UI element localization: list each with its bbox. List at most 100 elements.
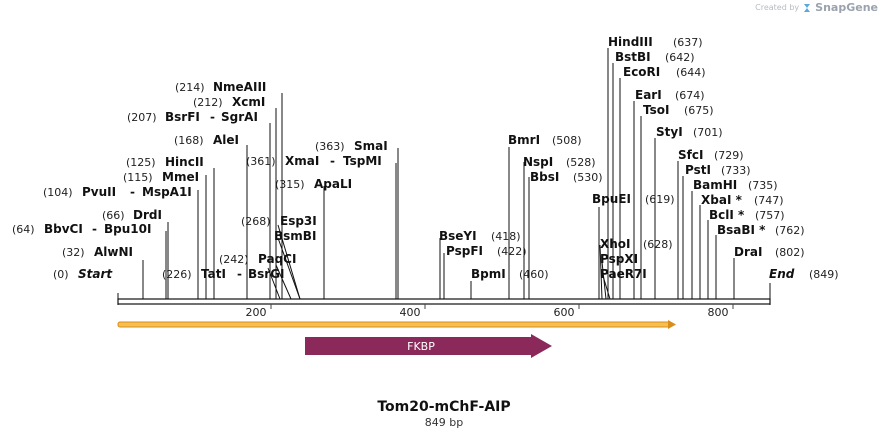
enzyme-position: (212) — [193, 96, 223, 109]
enzyme-tati[interactable]: (226) TatI - BsrGI — [162, 267, 285, 281]
ruler — [270, 304, 734, 309]
credit-badge: Created by SnapGene — [755, 1, 878, 14]
enzyme-name[interactable]: PaqCI — [258, 252, 296, 266]
enzyme-name-alt[interactable]: SgrAI — [221, 110, 258, 124]
enzyme-name[interactable]: HindIII — [608, 35, 653, 49]
enzyme-hincii[interactable]: (125) HincII — [126, 155, 204, 169]
enzyme-name[interactable]: DraI — [734, 245, 762, 259]
enzyme-pvuii[interactable]: (104) PvuII - MspA1I — [43, 185, 192, 199]
enzyme-name[interactable]: BpmI — [471, 267, 506, 281]
enzyme-bseyi[interactable]: BseYI (418) — [439, 229, 521, 243]
enzyme-mmei[interactable]: (115) MmeI — [123, 170, 199, 184]
enzyme-bstbi[interactable]: BstBI (642) — [615, 50, 695, 64]
enzyme-bcli[interactable]: BclI * (757) — [709, 208, 785, 222]
enzyme-apali[interactable]: (315) ApaLI — [275, 177, 352, 191]
enzyme-ecori[interactable]: EcoRI (644) — [623, 65, 706, 79]
enzyme-name-alt[interactable]: TspMI — [343, 154, 382, 168]
enzyme-name[interactable]: XmaI — [285, 154, 319, 168]
enzyme-bmri[interactable]: BmrI (508) — [508, 133, 582, 147]
enzyme-name[interactable]: XhoI — [600, 237, 631, 251]
enzyme-bsabi[interactable]: BsaBI * (762) — [717, 223, 805, 237]
enzyme-alei[interactable]: (168) AleI — [174, 133, 239, 147]
enzyme-bpuei[interactable]: BpuEI (619) — [592, 192, 675, 206]
enzyme-name[interactable]: BbsI — [530, 170, 559, 184]
enzyme-nspi[interactable]: NspI (528) — [523, 155, 596, 169]
enzyme-xcmi[interactable]: (212) XcmI — [193, 95, 265, 109]
enzyme-name[interactable]: HincII — [165, 155, 204, 169]
enzyme-eari[interactable]: EarI (674) — [635, 88, 705, 102]
enzyme-name-alt[interactable]: PspXI — [600, 252, 638, 266]
enzyme-name[interactable]: TatI — [201, 267, 226, 281]
enzyme-styi[interactable]: StyI (701) — [656, 125, 723, 139]
enzyme-xbai[interactable]: XbaI * (747) — [701, 193, 784, 207]
enzyme-name[interactable]: TsoI — [643, 103, 669, 117]
enzyme-nmeaiii[interactable]: (214) NmeAIII — [175, 80, 266, 94]
enzyme-esp3i[interactable]: (268) Esp3I BsmBI — [241, 214, 317, 243]
enzyme-name[interactable]: BsaBI * — [717, 223, 766, 237]
enzyme-name-alt[interactable]: PaeR7I — [600, 267, 647, 281]
feature-fkbp[interactable]: FKBP — [305, 334, 552, 358]
enzyme-bbsi[interactable]: BbsI (530) — [530, 170, 603, 184]
enzyme-name[interactable]: NmeAIII — [213, 80, 266, 94]
enzyme-name[interactable]: BseYI — [439, 229, 477, 243]
enzyme-xhoi[interactable]: XhoI (628) PspXI PaeR7I — [600, 237, 673, 281]
enzyme-name[interactable]: BmrI — [508, 133, 540, 147]
enzyme-name[interactable]: BpuEI — [592, 192, 631, 206]
enzyme-name[interactable]: BclI * — [709, 208, 745, 222]
enzyme-name[interactable]: MmeI — [162, 170, 199, 184]
enzyme-name-alt[interactable]: MspA1I — [142, 185, 192, 199]
enzyme-drai[interactable]: DraI (802) — [734, 245, 805, 259]
enzyme-name[interactable]: XcmI — [232, 95, 265, 109]
feature-arrow[interactable] — [305, 334, 552, 358]
enzyme-name[interactable]: StyI — [656, 125, 683, 139]
start-label: Start — [78, 267, 113, 281]
enzyme-name-alt[interactable]: Bpu10I — [104, 222, 151, 236]
enzyme-name[interactable]: AleI — [213, 133, 239, 147]
enzyme-name[interactable]: PspFI — [446, 244, 483, 258]
enzyme-xmai[interactable]: (361) XmaI - TspMI — [246, 154, 382, 168]
enzyme-name[interactable]: ApaLI — [314, 177, 352, 191]
enzyme-name[interactable]: BbvCI — [44, 222, 83, 236]
enzyme-tsoi[interactable]: TsoI (675) — [643, 103, 714, 117]
enzyme-name[interactable]: BamHI — [693, 178, 737, 192]
enzyme-paqci[interactable]: (242) PaqCI — [219, 252, 296, 266]
enzyme-name[interactable]: SfcI — [678, 148, 703, 162]
enzyme-name[interactable]: AlwNI — [94, 245, 133, 259]
enzyme-position: (762) — [775, 224, 805, 237]
enzyme-name[interactable]: EcoRI — [623, 65, 660, 79]
enzyme-position: (757) — [755, 209, 785, 222]
enzyme-separator: - — [210, 110, 215, 124]
enzyme-bpmi[interactable]: BpmI (460) — [471, 267, 549, 281]
ruler-tick-label: 200 — [246, 306, 267, 319]
enzyme-position: (735) — [748, 179, 778, 192]
enzyme-sfci[interactable]: SfcI (729) — [678, 148, 744, 162]
enzyme-name[interactable]: SmaI — [354, 139, 388, 153]
credit-brand: SnapGene — [815, 1, 878, 14]
enzyme-smai[interactable]: (363) SmaI — [315, 139, 388, 153]
enzyme-separator: - — [330, 154, 335, 168]
enzyme-name[interactable]: PvuII — [82, 185, 116, 199]
enzyme-name[interactable]: Esp3I — [280, 214, 317, 228]
enzyme-bbvci[interactable]: (64) BbvCI - Bpu10I — [12, 222, 151, 236]
enzyme-position: (729) — [714, 149, 744, 162]
enzyme-alwni[interactable]: (32) AlwNI — [62, 245, 133, 259]
enzyme-name[interactable]: DrdI — [133, 208, 162, 222]
enzyme-name[interactable]: NspI — [523, 155, 553, 169]
enzyme-name[interactable]: BstBI — [615, 50, 651, 64]
enzyme-bamhi[interactable]: BamHI (735) — [693, 178, 778, 192]
enzyme-position: (642) — [665, 51, 695, 64]
enzyme-position: (66) — [102, 209, 125, 222]
enzyme-pspfi[interactable]: PspFI (422) — [446, 244, 527, 258]
enzyme-name[interactable]: XbaI * — [701, 193, 743, 207]
enzyme-position: (64) — [12, 223, 35, 236]
enzyme-name[interactable]: BsrFI — [165, 110, 200, 124]
enzyme-name-alt[interactable]: BsmBI — [274, 229, 316, 243]
enzyme-psti[interactable]: PstI (733) — [685, 163, 751, 177]
enzyme-hindiii[interactable]: HindIII (637) — [608, 35, 703, 49]
enzyme-position: (214) — [175, 81, 205, 94]
enzyme-name-alt[interactable]: BsrGI — [248, 267, 285, 281]
enzyme-name[interactable]: EarI — [635, 88, 662, 102]
enzyme-bsrfi[interactable]: (207) BsrFI - SgrAI — [127, 110, 258, 124]
enzyme-name[interactable]: PstI — [685, 163, 711, 177]
enzyme-drdi[interactable]: (66) DrdI — [102, 208, 162, 222]
